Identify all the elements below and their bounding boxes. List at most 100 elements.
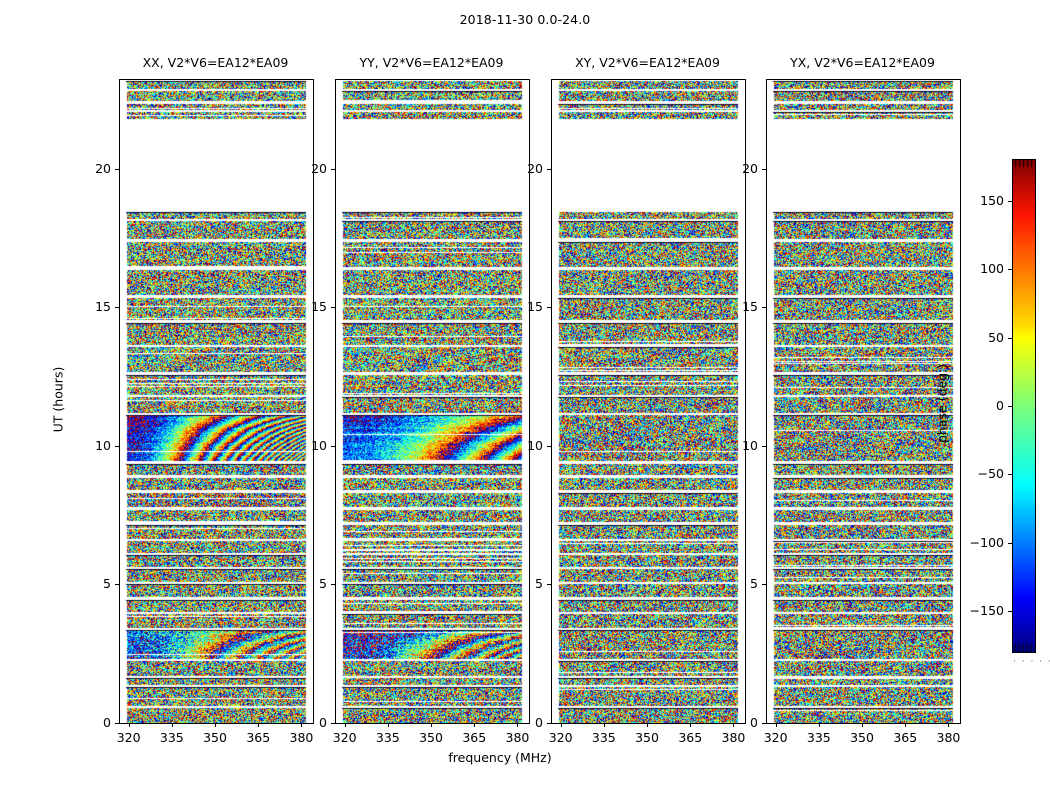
x-tick-label: 335 [375,730,400,745]
y-tick-label: 5 [535,576,543,592]
y-tickmark [547,307,551,308]
y-tick-label: 20 [311,160,327,176]
x-tickmark [172,723,173,727]
x-tickmark [604,723,605,727]
heatmap-image-xx [120,80,313,723]
y-tickmark [762,584,766,585]
y-tickmark [115,446,119,447]
heatmap-image-yy [336,80,529,723]
y-tickmark [547,446,551,447]
y-tick-label: 10 [742,437,758,453]
x-tick-label: 380 [936,730,961,745]
colorbar-label: phase (deg.) [934,364,950,443]
colorbar-tickmark [1008,338,1012,339]
y-tick-label: 0 [535,715,543,730]
x-tickmark [647,723,648,727]
x-tick-label: 380 [289,730,314,745]
y-tick-label: 0 [319,715,327,730]
y-tick-label: 15 [742,299,758,315]
x-tick-label: 365 [893,730,918,745]
x-tick-label: 320 [763,730,788,745]
x-tick-label: 350 [850,730,874,745]
panel-title-yx: YX, V2*V6=EA12*EA09 [790,55,935,70]
colorbar-tickmark [1008,201,1012,202]
x-tick-label: 350 [203,730,227,745]
x-tickmark [517,723,518,727]
y-tick-label: 10 [311,437,327,453]
y-tickmark [115,723,119,724]
y-tick-label: 0 [103,715,111,730]
plot-panel-xx [119,79,314,724]
y-tickmark [331,307,335,308]
y-tickmark [762,446,766,447]
colorbar-tick-label: 0 [996,398,1004,413]
colorbar-tickmark [1008,474,1012,475]
x-tick-label: 320 [332,730,357,745]
x-axis-label: frequency (MHz) [448,750,552,765]
x-tick-label: 365 [462,730,487,745]
x-tick-label: 380 [505,730,530,745]
colorbar-tick-label: −150 [969,603,1004,618]
y-tick-label: 5 [750,576,758,592]
x-tickmark [561,723,562,727]
colorbar-tick-label: −50 [977,466,1004,482]
colorbar [1012,159,1036,653]
x-tickmark [776,723,777,727]
y-tick-label: 10 [95,437,111,453]
x-tick-label: 365 [246,730,271,745]
colorbar-tick-label: 150 [980,193,1004,208]
y-tick-label: 5 [319,576,327,592]
colorbar-tickmark [1008,406,1012,407]
figure-suptitle: 2018-11-30 0.0-24.0 [459,12,591,27]
x-tick-label: 335 [806,730,831,745]
plot-panel-yx [766,79,961,724]
y-axis-label: UT (hours) [50,366,66,432]
y-tick-label: 15 [311,299,327,315]
y-tickmark [115,307,119,308]
y-tickmark [331,723,335,724]
y-tickmark [331,169,335,170]
x-tickmark [215,723,216,727]
heatmap-image-xy [552,80,745,723]
colorbar-tick-label: 100 [980,261,1004,277]
colorbar-tick-label: −100 [969,534,1004,550]
x-tickmark [301,723,302,727]
x-tick-label: 320 [116,730,141,745]
x-tickmark [819,723,820,727]
x-tick-label: 335 [591,730,616,745]
plot-panel-yy [335,79,530,724]
y-tick-label: 15 [95,299,111,315]
x-tickmark [258,723,259,727]
y-tickmark [331,584,335,585]
x-tickmark [388,723,389,727]
y-tick-label: 20 [527,160,543,176]
y-tick-label: 10 [527,437,543,453]
x-tick-label: 335 [159,730,184,745]
panel-title-yy: YY, V2*V6=EA12*EA09 [359,55,504,70]
y-tick-label: 20 [742,160,758,176]
x-tickmark [431,723,432,727]
y-tickmark [547,169,551,170]
panel-title-xx: XX, V2*V6=EA12*EA09 [142,55,289,70]
y-tickmark [547,723,551,724]
y-tickmark [762,169,766,170]
x-tick-label: 350 [635,730,659,745]
x-tickmark [948,723,949,727]
x-tickmark [474,723,475,727]
x-tickmark [345,723,346,727]
x-tickmark [129,723,130,727]
y-tick-label: 20 [95,160,111,176]
colorbar-gradient [1013,160,1035,652]
x-tickmark [862,723,863,727]
plot-panel-xy [551,79,746,724]
x-tick-label: 380 [721,730,746,745]
x-tickmark [690,723,691,727]
x-tickmark [905,723,906,727]
heatmap-image-yx [767,80,960,723]
y-tick-label: 0 [750,715,758,730]
y-tickmark [331,446,335,447]
panel-title-xy: XY, V2*V6=EA12*EA09 [575,55,720,70]
y-tickmark [115,169,119,170]
y-tickmark [115,584,119,585]
